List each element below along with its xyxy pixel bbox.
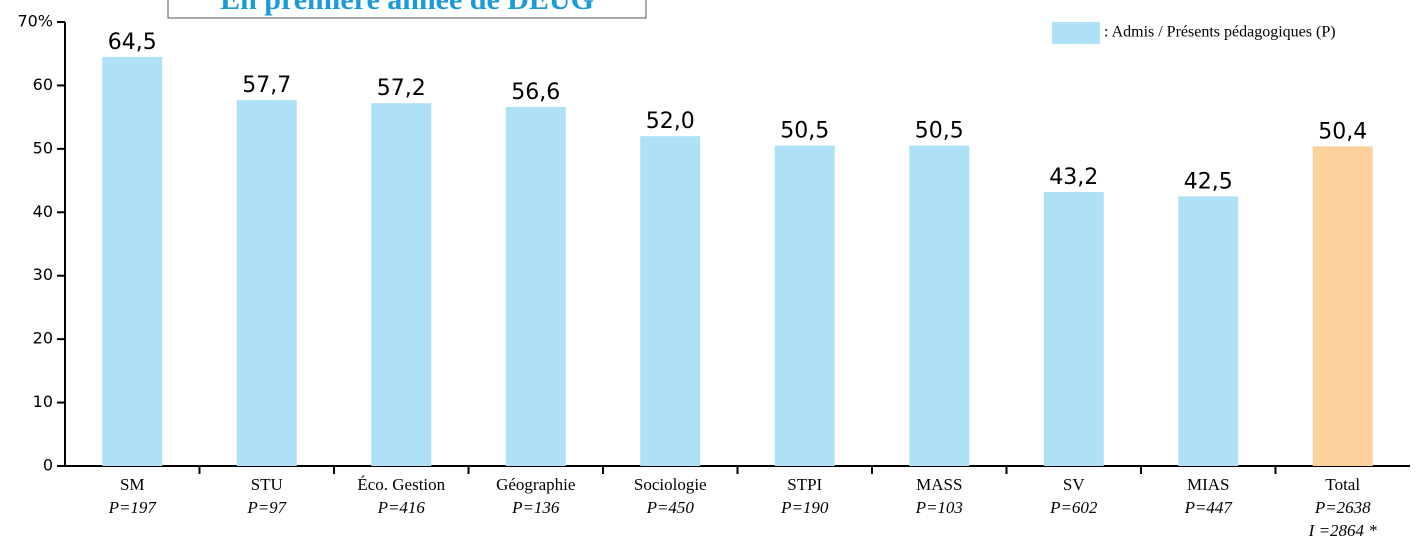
total-note: I =2864 * [1308, 521, 1378, 540]
value-label: 57,2 [377, 76, 426, 101]
value-label: 43,2 [1049, 165, 1098, 190]
y-tick-label: 70% [17, 12, 53, 31]
y-tick-label: 30 [33, 265, 53, 284]
x-tick-label: Total [1325, 475, 1360, 494]
value-label: 64,5 [108, 30, 157, 55]
bar [505, 106, 566, 466]
y-tick-label: 20 [33, 329, 53, 348]
category-count: P=97 [246, 498, 287, 517]
value-label: 50,4 [1318, 119, 1367, 144]
bar [236, 100, 297, 466]
bar [102, 56, 163, 467]
bar [1312, 146, 1373, 466]
x-tick-label: Éco. Gestion [357, 475, 445, 494]
y-tick-label: 40 [33, 202, 53, 221]
value-label: 57,7 [242, 73, 291, 98]
value-label: 42,5 [1184, 169, 1233, 194]
category-count: P=416 [377, 498, 426, 517]
category-count: P=447 [1184, 498, 1234, 517]
category-count: P=190 [780, 498, 829, 517]
legend-label: : Admis / Présents pédagogiques (P) [1104, 24, 1336, 41]
x-tick-label: SV [1063, 475, 1085, 494]
bar [909, 145, 970, 466]
y-tick-label: 0 [43, 456, 53, 475]
chart-title: En première année de DEUG [220, 0, 594, 16]
x-tick-label: STU [251, 475, 283, 494]
value-label: 56,6 [511, 80, 560, 105]
category-count: P=602 [1049, 498, 1098, 517]
title-box [167, 0, 647, 19]
category-count: P=450 [646, 498, 695, 517]
legend-swatch [1052, 22, 1100, 44]
y-tick-label: 60 [33, 75, 53, 94]
x-tick-label: MASS [916, 475, 962, 494]
y-tick-label: 50 [33, 138, 53, 157]
bar [371, 103, 432, 466]
x-tick-label: Géographie [496, 475, 575, 494]
x-tick-label: Sociologie [634, 475, 707, 494]
category-count: P=2638 [1314, 498, 1371, 517]
bar [640, 136, 701, 466]
bar [774, 145, 835, 466]
value-label: 50,5 [780, 119, 829, 144]
bar [1178, 196, 1239, 466]
value-label: 52,0 [646, 109, 695, 134]
x-tick-label: STPI [787, 475, 822, 494]
category-count: P=197 [108, 498, 158, 517]
category-count: P=103 [915, 498, 963, 517]
x-tick-label: SM [120, 475, 145, 494]
x-tick-label: MIAS [1187, 475, 1230, 494]
category-count: P=136 [511, 498, 560, 517]
bar [1043, 191, 1104, 466]
y-tick-label: 10 [33, 392, 53, 411]
value-label: 50,5 [915, 119, 964, 144]
